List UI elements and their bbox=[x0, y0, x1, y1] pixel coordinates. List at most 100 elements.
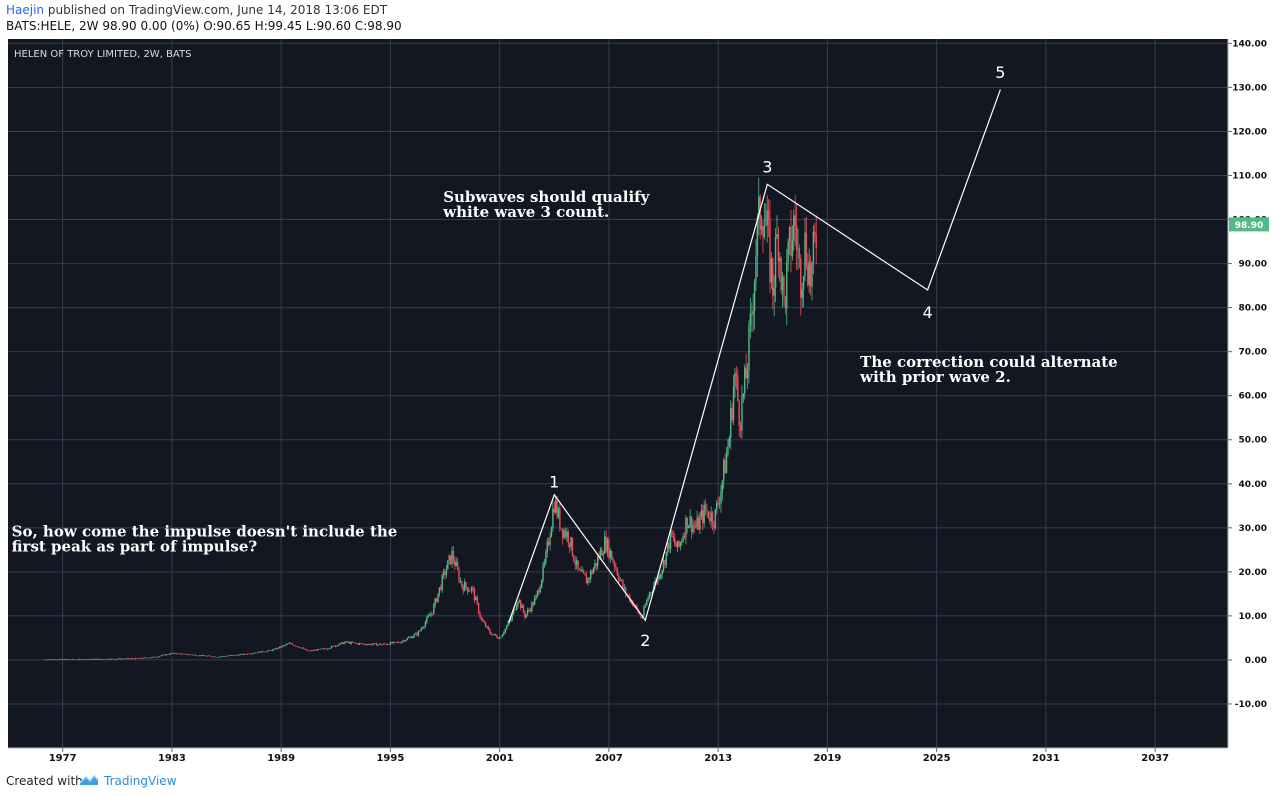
candle-body bbox=[154, 656, 156, 658]
candle-body bbox=[161, 655, 163, 656]
candle-body bbox=[284, 644, 287, 646]
candle-body bbox=[113, 659, 116, 660]
candle-body bbox=[497, 637, 499, 639]
candle-body bbox=[507, 622, 509, 627]
chart-pane[interactable] bbox=[8, 39, 1228, 748]
candle-body bbox=[255, 652, 257, 654]
candle-body bbox=[510, 619, 512, 622]
candle-body bbox=[441, 575, 443, 590]
candle-body bbox=[206, 655, 208, 657]
candle-body bbox=[581, 570, 583, 572]
time-axis[interactable]: 1977 1983 1989 1995 2001 2007 2013 2019 2025 2031… bbox=[0, 747, 1280, 766]
candle-body bbox=[109, 658, 111, 660]
candle-body bbox=[809, 261, 812, 287]
candle-body bbox=[518, 600, 520, 602]
candle-body bbox=[802, 275, 805, 290]
candle-body bbox=[582, 570, 585, 574]
candle-body bbox=[451, 550, 453, 565]
candle-body bbox=[647, 597, 649, 601]
price-tick-label: 140.00 bbox=[1232, 39, 1267, 49]
candle-body bbox=[262, 651, 264, 652]
candle-body bbox=[603, 536, 606, 554]
candle-body bbox=[126, 658, 128, 659]
candle-body bbox=[484, 622, 487, 627]
candle-body bbox=[340, 642, 343, 644]
candle-body bbox=[721, 480, 724, 492]
candle-body bbox=[770, 258, 773, 283]
candle-body bbox=[328, 648, 330, 650]
wave-path-line bbox=[508, 89, 1001, 623]
candle-body bbox=[371, 644, 373, 645]
candle-body bbox=[381, 644, 383, 646]
candle-body bbox=[110, 658, 113, 660]
price-tick-label: 60.00 bbox=[1239, 392, 1267, 402]
candle-body bbox=[351, 641, 354, 643]
candle-body bbox=[606, 539, 609, 552]
candle-body bbox=[468, 590, 470, 592]
wave-label-3: 3 bbox=[762, 158, 772, 177]
annotation-line: first peak as part of impulse? bbox=[12, 538, 258, 556]
candle-body bbox=[374, 643, 376, 644]
candle-body bbox=[225, 656, 228, 657]
candle-body bbox=[117, 658, 120, 660]
candle-body bbox=[151, 657, 153, 658]
candle-body bbox=[385, 643, 387, 645]
candle-body bbox=[596, 556, 599, 567]
candle-body bbox=[349, 641, 351, 644]
candle-body bbox=[47, 659, 50, 661]
candle-body bbox=[384, 643, 386, 645]
candle-body bbox=[140, 657, 142, 659]
candle-body bbox=[358, 643, 361, 645]
tradingview-brand[interactable]: TradingView bbox=[104, 774, 177, 788]
last-price-badge bbox=[1229, 217, 1269, 232]
candle-body bbox=[487, 626, 490, 630]
candle-body bbox=[70, 659, 72, 661]
candle-body bbox=[514, 609, 516, 610]
elliott-wave-drawing[interactable]: 1 2 3 4 5 bbox=[508, 63, 1006, 650]
candle-body bbox=[448, 555, 450, 561]
candle-body bbox=[648, 592, 651, 598]
candle-body bbox=[157, 656, 159, 658]
candle-body bbox=[64, 659, 67, 660]
candle-body bbox=[538, 590, 540, 593]
candle-body bbox=[288, 642, 291, 644]
candle-body bbox=[342, 642, 344, 645]
candle-body bbox=[746, 370, 749, 379]
candle-body bbox=[182, 653, 184, 655]
candle-body bbox=[388, 644, 390, 645]
candle-body bbox=[702, 510, 704, 524]
candle-body bbox=[144, 657, 146, 659]
candle-body bbox=[651, 591, 654, 593]
candle-body bbox=[695, 526, 697, 528]
price-tick-label: 0.00 bbox=[1245, 656, 1267, 666]
candle-body bbox=[547, 541, 550, 545]
candle-body bbox=[49, 659, 51, 660]
candle-body bbox=[217, 657, 219, 658]
author-link[interactable]: Haejin bbox=[6, 3, 45, 17]
price-axis[interactable]: -10.00 0.00 10.00 20.00 30.00 40.00 50.00 60.00… bbox=[1227, 39, 1280, 748]
candle-body bbox=[389, 642, 392, 645]
candle-body bbox=[657, 575, 659, 583]
candle-body bbox=[458, 569, 460, 582]
candle-body bbox=[330, 646, 333, 648]
candle-body bbox=[738, 400, 740, 426]
candle-body bbox=[610, 550, 613, 560]
candle-body bbox=[234, 654, 236, 656]
time-tick-label: 2031 bbox=[1032, 753, 1060, 764]
candle-body bbox=[589, 571, 592, 580]
candle-body bbox=[697, 517, 700, 530]
candle-body bbox=[720, 491, 722, 504]
candle-body bbox=[755, 255, 757, 282]
candle-body bbox=[759, 196, 761, 230]
candle-body bbox=[445, 569, 448, 575]
candle-body bbox=[751, 313, 753, 315]
candle-body bbox=[612, 559, 614, 562]
candle-body bbox=[343, 642, 345, 645]
candle-body bbox=[242, 653, 245, 655]
candle-body bbox=[805, 232, 808, 266]
candle-body bbox=[646, 600, 648, 606]
candle-body bbox=[434, 598, 436, 605]
candle-body bbox=[89, 659, 92, 660]
candle-body bbox=[542, 564, 544, 580]
